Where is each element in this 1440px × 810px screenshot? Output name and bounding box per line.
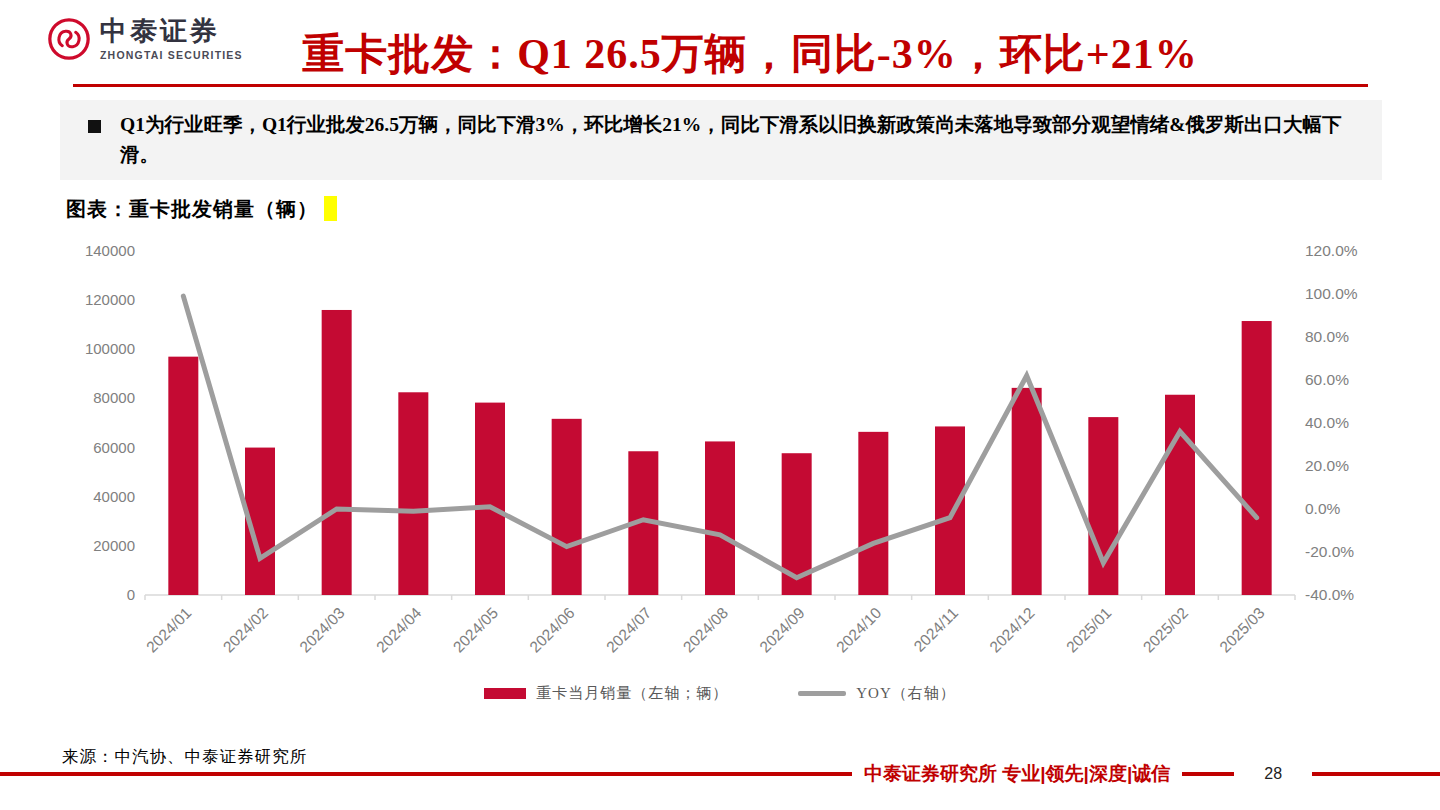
chart-area: 0 20000 40000 60000 80000 100000 120000 140000 -… [60, 240, 1390, 680]
bar-2024/04 [398, 392, 428, 595]
right-axis-tick: 100.0% [1305, 285, 1358, 302]
logo-text-cn: 中泰证券 [100, 18, 243, 45]
x-axis-label: 2024/02 [219, 604, 271, 656]
left-axis-tick: 40000 [93, 488, 135, 505]
footer: 中泰证券研究所 专业|领先|深度|诚信 28 [0, 764, 1440, 784]
bar-2024/06 [552, 419, 582, 595]
x-axis-label: 2025/01 [1063, 604, 1115, 656]
page-number: 28 [1264, 765, 1282, 783]
right-axis-tick: -40.0% [1305, 586, 1354, 603]
bar-2024/11 [935, 426, 965, 595]
x-axis-label: 2024/08 [679, 604, 731, 656]
bar-2024/05 [475, 403, 505, 595]
legend-label: YOY（右轴） [856, 684, 956, 703]
x-axis-label: 2024/03 [296, 604, 348, 656]
bullet-marker-icon [88, 120, 101, 133]
right-axis-tick: 20.0% [1305, 457, 1349, 474]
header-rule [73, 84, 1368, 87]
right-axis-tick: 40.0% [1305, 414, 1349, 431]
company-logo: 中泰证券 ZHONGTAI SECURITIES [46, 16, 243, 62]
legend-line-swatch-icon [798, 691, 846, 696]
yellow-highlight-cursor [324, 196, 337, 221]
x-axis-label: 2024/06 [526, 604, 578, 656]
footer-rule-right [1312, 772, 1440, 776]
x-axis-label: 2024/11 [910, 604, 961, 655]
footer-rule-mid [1182, 772, 1234, 776]
left-axis-tick: 0 [127, 586, 135, 603]
right-axis-tick: -20.0% [1305, 543, 1354, 560]
footer-rule-left [0, 772, 852, 776]
left-axis-tick: 140000 [85, 242, 135, 259]
x-axis-label: 2024/10 [833, 604, 885, 656]
bar-2024/10 [858, 432, 888, 595]
legend-item: 重卡当月销量（左轴；辆） [484, 684, 728, 703]
legend-label: 重卡当月销量（左轴；辆） [536, 684, 728, 703]
summary-text: Q1为行业旺季，Q1行业批发26.5万辆，同比下滑3%，环比增长21%，同比下滑… [120, 110, 1370, 170]
figure-caption: 图表：重卡批发销量（辆） [66, 196, 337, 223]
left-axis-tick: 100000 [85, 340, 135, 357]
bar-2024/03 [322, 310, 352, 595]
right-axis-tick: 0.0% [1305, 500, 1341, 517]
page-title: 重卡批发：Q1 26.5万辆，同比-3%，环比+21% [240, 26, 1260, 82]
x-axis-label: 2025/02 [1139, 604, 1191, 656]
bar-2025/02 [1165, 395, 1195, 595]
x-axis-label: 2024/07 [603, 604, 655, 656]
bar-2024/08 [705, 441, 735, 595]
left-axis-tick: 120000 [85, 291, 135, 308]
right-axis-tick: 80.0% [1305, 328, 1349, 345]
figure-caption-text: 图表：重卡批发销量（辆） [66, 198, 318, 220]
x-axis-label: 2024/09 [756, 604, 808, 656]
bar-2025/01 [1088, 417, 1118, 595]
legend-bar-swatch-icon [484, 688, 526, 699]
x-axis-label: 2024/04 [373, 604, 425, 656]
right-axis-tick: 120.0% [1305, 242, 1358, 259]
x-axis-label: 2024/05 [449, 604, 501, 656]
left-axis-tick: 20000 [93, 537, 135, 554]
left-axis-tick: 80000 [93, 389, 135, 406]
right-axis-tick: 60.0% [1305, 371, 1349, 388]
chart-legend: 重卡当月销量（左轴；辆） YOY（右轴） [0, 684, 1440, 703]
bar-2024/01 [168, 357, 198, 595]
zhongtai-logo-icon [46, 16, 92, 62]
x-axis-label: 2025/03 [1216, 604, 1268, 656]
x-axis-label: 2024/12 [986, 604, 1038, 656]
bar-2025/03 [1242, 321, 1272, 595]
logo-text-en: ZHONGTAI SECURITIES [100, 49, 243, 61]
footer-slogan: 中泰证券研究所 专业|领先|深度|诚信 [864, 761, 1170, 787]
bar-2024/12 [1012, 388, 1042, 595]
x-axis-label: 2024/01 [143, 604, 195, 656]
legend-item: YOY（右轴） [798, 684, 956, 703]
left-axis-tick: 60000 [93, 439, 135, 456]
summary-box: Q1为行业旺季，Q1行业批发26.5万辆，同比下滑3%，环比增长21%，同比下滑… [60, 100, 1382, 180]
sales-yoy-chart: 0 20000 40000 60000 80000 100000 120000 140000 -… [60, 240, 1390, 680]
